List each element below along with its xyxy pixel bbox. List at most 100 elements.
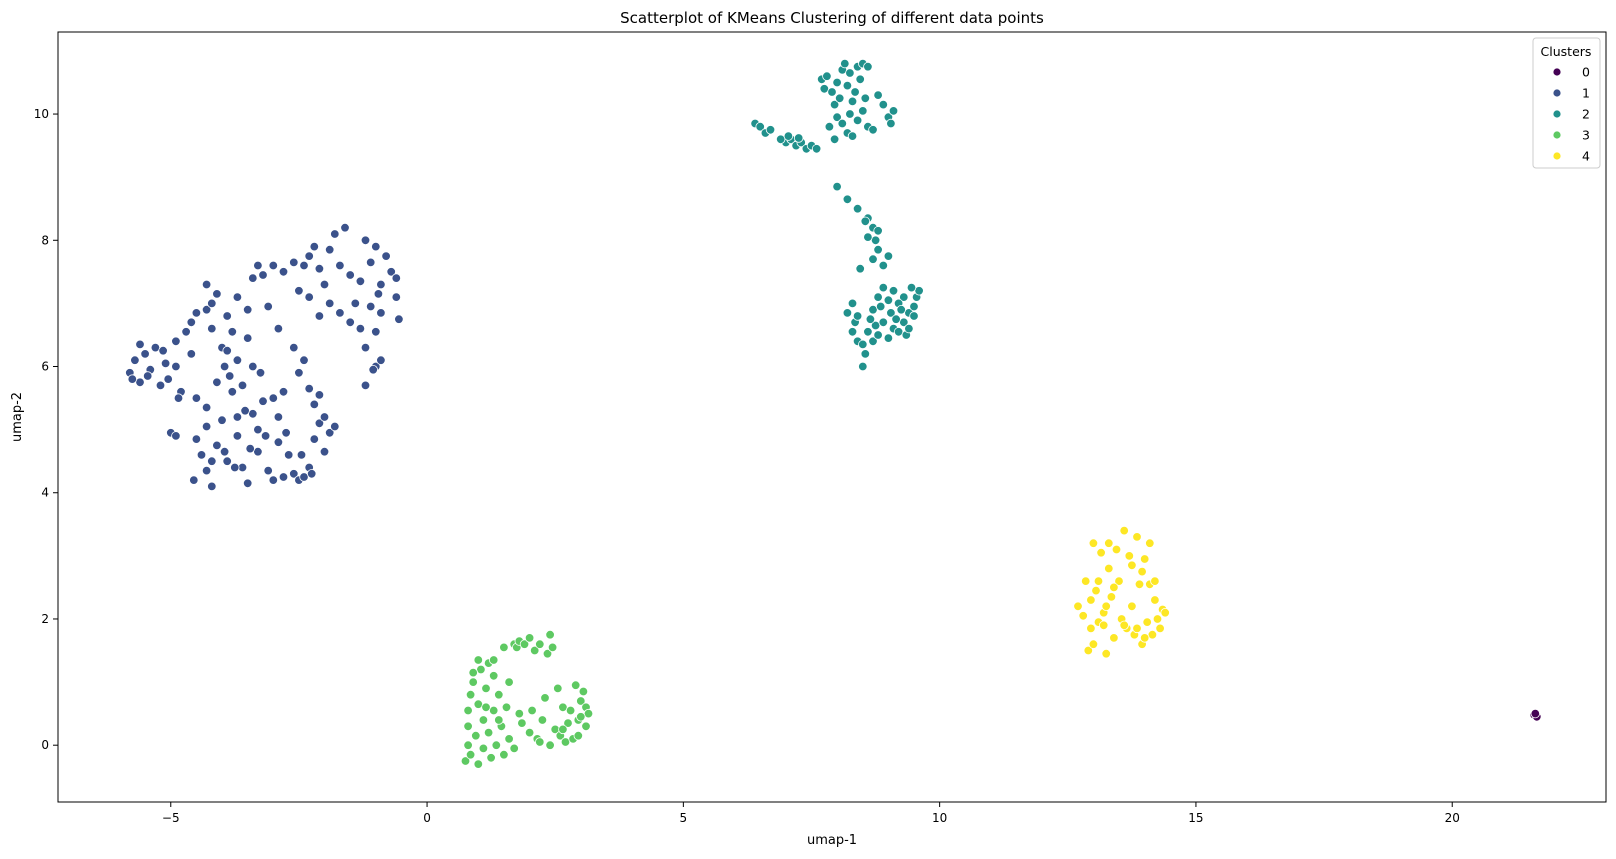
- data-point-cluster-1: [319, 412, 330, 422]
- data-point-cluster-1: [135, 339, 145, 350]
- data-point-cluster-3: [545, 630, 555, 640]
- data-point-cluster-1: [232, 355, 243, 365]
- data-point-cluster-4: [1073, 601, 1083, 612]
- chart-title: Scatterplot of KMeans Clustering of diff…: [620, 9, 1044, 27]
- data-point-cluster-1: [366, 257, 376, 268]
- data-point-cluster-1: [263, 465, 273, 476]
- data-point-cluster-2: [909, 311, 919, 321]
- data-point-cluster-4: [1098, 620, 1109, 631]
- data-point-cluster-3: [576, 696, 586, 706]
- data-point-cluster-2: [876, 301, 886, 312]
- data-point-cluster-4: [1155, 623, 1165, 634]
- data-point-cluster-1: [219, 361, 230, 372]
- x-tick-label: −5: [162, 811, 180, 825]
- data-point-cluster-1: [201, 279, 212, 290]
- y-tick-label: 2: [41, 612, 49, 626]
- legend-marker: [1552, 88, 1562, 98]
- data-point-cluster-1: [207, 323, 217, 334]
- data-point-cluster-3: [571, 680, 581, 690]
- data-point-cluster-4: [1101, 601, 1111, 612]
- data-point-cluster-1: [350, 298, 361, 309]
- data-point-cluster-1: [376, 279, 386, 290]
- data-point-cluster-1: [268, 260, 279, 271]
- data-point-cluster-2: [837, 118, 848, 129]
- legend-label: 1: [1582, 86, 1590, 101]
- data-point-cluster-2: [865, 314, 876, 324]
- data-point-cluster-3: [501, 702, 512, 713]
- data-point-cluster-2: [858, 106, 868, 116]
- y-tick-label: 4: [41, 486, 49, 500]
- data-point-cluster-1: [227, 387, 238, 397]
- data-point-cluster-3: [517, 718, 527, 728]
- data-point-cluster-1: [299, 355, 309, 365]
- data-point-cluster-3: [463, 705, 473, 716]
- data-point-cluster-4: [1132, 623, 1142, 634]
- data-point-cluster-3: [486, 753, 496, 763]
- data-point-cluster-3: [491, 740, 502, 750]
- data-point-cluster-2: [855, 264, 865, 274]
- data-point-cluster-1: [335, 308, 345, 318]
- data-point-cluster-1: [158, 346, 168, 356]
- data-point-cluster-1: [191, 308, 202, 318]
- data-point-cluster-1: [232, 431, 243, 441]
- data-point-cluster-2: [827, 87, 837, 97]
- data-point-cluster-3: [478, 743, 489, 754]
- data-point-cluster-1: [394, 314, 404, 324]
- data-point-cluster-1: [309, 399, 320, 410]
- data-point-cluster-1: [294, 368, 304, 378]
- data-point-cluster-2: [860, 216, 871, 227]
- data-point-cluster-3: [504, 734, 514, 744]
- data-point-cluster-1: [278, 387, 289, 397]
- data-point-cluster-1: [335, 260, 345, 271]
- data-point-cluster-1: [242, 305, 253, 315]
- data-point-cluster-1: [240, 406, 250, 416]
- data-point-cluster-1: [360, 380, 371, 391]
- data-point-cluster-3: [471, 731, 481, 741]
- data-point-cluster-1: [314, 264, 325, 274]
- data-point-cluster-3: [460, 756, 471, 766]
- data-point-cluster-4: [1088, 538, 1099, 548]
- data-point-cluster-2: [755, 121, 765, 132]
- data-point-cluster-1: [222, 311, 232, 321]
- data-point-cluster-2: [850, 87, 860, 97]
- data-point-cluster-3: [535, 737, 545, 747]
- data-point-cluster-1: [248, 361, 258, 372]
- data-point-cluster-1: [253, 424, 263, 435]
- data-point-cluster-3: [499, 642, 509, 653]
- data-point-cluster-1: [255, 368, 266, 378]
- legend-marker: [1552, 130, 1562, 140]
- data-point-cluster-3: [494, 715, 504, 725]
- data-point-cluster-4: [1109, 633, 1119, 643]
- data-point-cluster-2: [852, 311, 863, 321]
- data-point-cluster-1: [258, 270, 268, 280]
- data-point-cluster-2: [883, 333, 894, 343]
- data-point-cluster-1: [127, 374, 138, 384]
- data-point-cluster-1: [307, 469, 317, 479]
- data-point-cluster-1: [376, 355, 386, 365]
- data-point-cluster-2: [858, 339, 868, 350]
- legend: Clusters 0 1 2 3 4: [1532, 37, 1601, 169]
- data-point-cluster-1: [191, 434, 202, 444]
- data-point-cluster-1: [171, 361, 181, 372]
- data-point-cluster-2: [824, 121, 835, 132]
- data-point-cluster-4: [1104, 563, 1114, 574]
- data-point-cluster-1: [268, 475, 279, 485]
- data-point-cluster-2: [868, 254, 878, 264]
- data-point-cluster-2: [832, 181, 842, 192]
- legend-label: 3: [1582, 128, 1590, 143]
- data-point-cluster-1: [260, 431, 271, 441]
- y-tick-label: 0: [41, 738, 49, 752]
- data-point-cluster-3: [483, 727, 494, 738]
- data-point-cluster-1: [160, 358, 171, 369]
- data-point-cluster-1: [230, 462, 240, 473]
- data-point-cluster-1: [201, 402, 212, 413]
- y-axis: 0 2 4 6 8 10: [34, 107, 58, 752]
- data-point-cluster-2: [832, 77, 842, 88]
- data-point-cluster-2: [904, 323, 914, 334]
- data-point-cluster-2: [852, 115, 863, 126]
- data-point-cluster-2: [878, 99, 889, 110]
- data-point-cluster-4: [1086, 623, 1096, 634]
- data-point-cluster-3: [489, 655, 499, 665]
- data-point-cluster-1: [273, 437, 284, 447]
